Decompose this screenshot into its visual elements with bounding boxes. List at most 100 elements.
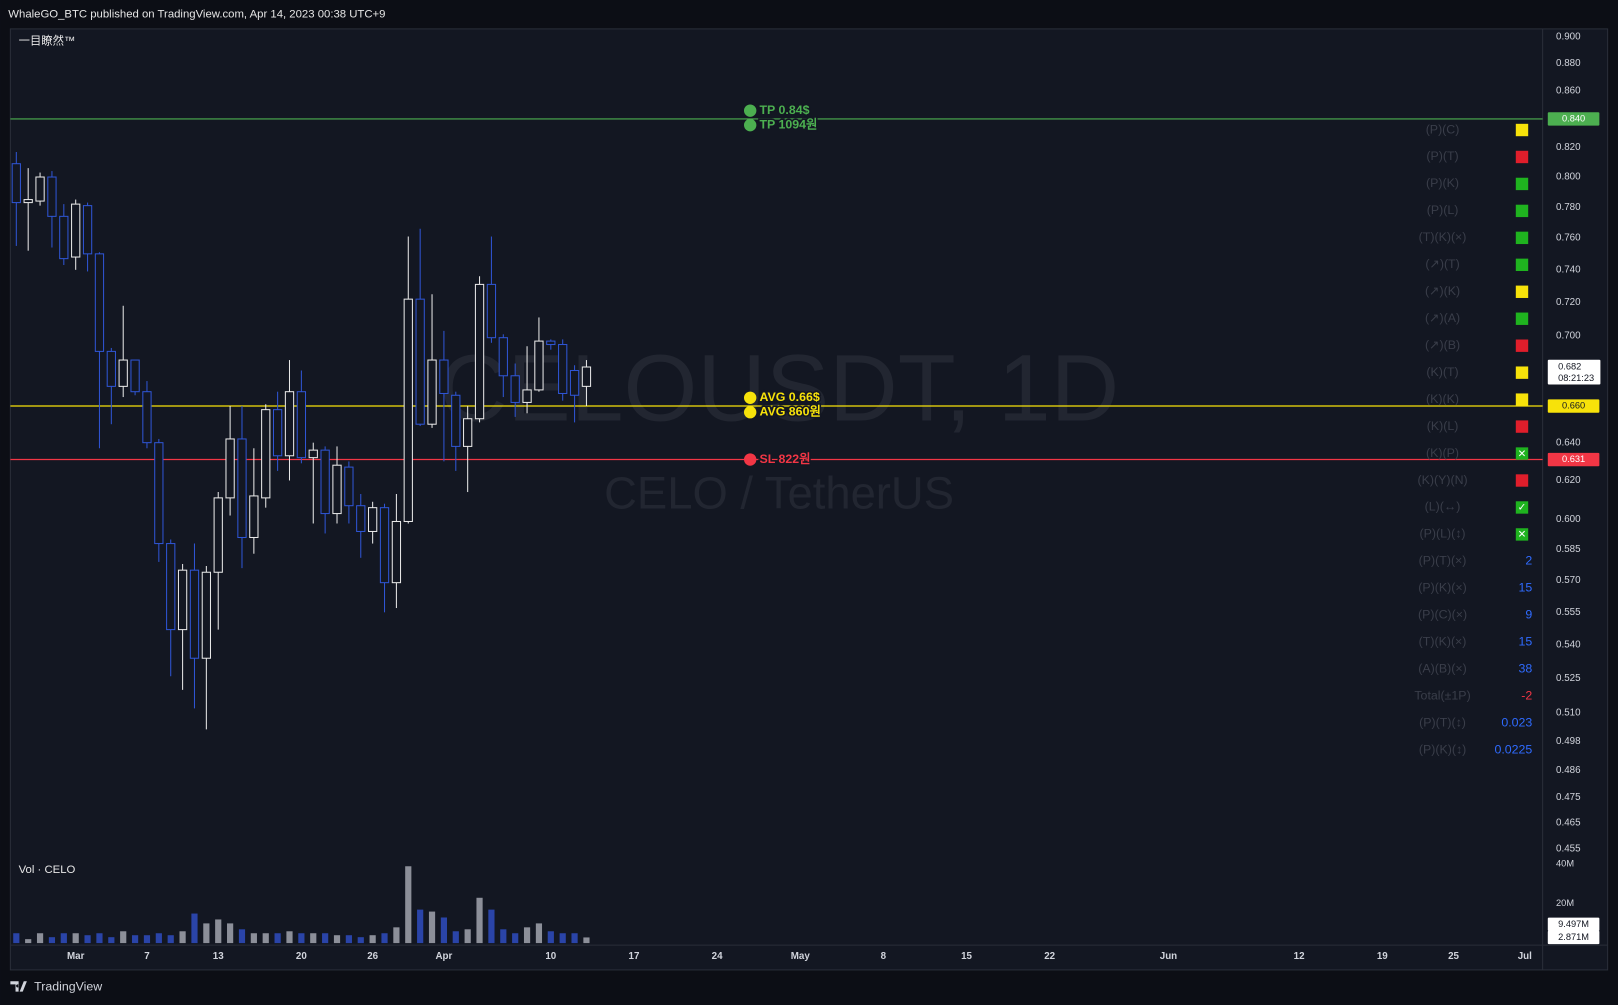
volume-bar (405, 866, 412, 944)
volume-bar (155, 933, 162, 944)
level-tag: 0.631 (1562, 454, 1585, 464)
volume-bar (238, 929, 246, 944)
candle-body (35, 176, 45, 202)
status-square (1515, 447, 1529, 460)
candle-body (296, 391, 307, 459)
watermark-symbol: CELOUSDT, 1D (439, 335, 1119, 441)
status-square (1515, 150, 1529, 164)
table-label: (K)(Y)(N) (1417, 473, 1467, 487)
candle-body (332, 464, 342, 515)
volume-bar (179, 931, 186, 944)
candle-body (498, 337, 508, 377)
volume-value-tag-bg (1547, 930, 1600, 945)
y-tick-label: 0.860 (1556, 86, 1581, 97)
candle-body (47, 176, 57, 217)
volume-bar (333, 935, 341, 944)
footer-brand: TradingView (34, 980, 102, 994)
volume-bar (440, 917, 448, 944)
candle-body (439, 359, 449, 394)
volume-bar (84, 935, 91, 944)
table-label: (P)(K)(↕) (1419, 742, 1466, 756)
x-tick-label: 22 (1044, 951, 1055, 962)
y-tick-label: 0.475 (1556, 792, 1581, 803)
status-square (1515, 285, 1529, 298)
status-square (1515, 258, 1529, 272)
level-dot (743, 118, 757, 132)
level-dot (743, 406, 757, 419)
table-label: (P)(K) (1426, 176, 1459, 190)
candle-body (451, 394, 461, 447)
y-tick-label: 0.760 (1556, 233, 1581, 244)
indicator-name: 一目瞭然™ (19, 33, 76, 47)
x-tick-label: 10 (545, 951, 556, 962)
countdown-label: 08:21:23 (1558, 373, 1594, 383)
volume-tick-label: 20M (1556, 898, 1574, 908)
table-label: (P)(K)(×) (1418, 581, 1466, 595)
status-mark: ✓ (1518, 503, 1527, 514)
status-square (1515, 123, 1529, 137)
status-square (1515, 177, 1529, 191)
y-tick-label: 0.498 (1556, 736, 1581, 747)
volume-bar (381, 933, 388, 944)
table-label: (K)(K) (1426, 392, 1459, 406)
volume-bar (96, 933, 103, 944)
volume-bar (393, 927, 400, 944)
candle-body (71, 203, 81, 258)
volume-bar (547, 931, 554, 944)
level-tag-bg (1547, 399, 1600, 413)
level-dot (743, 391, 757, 404)
tradingview-logo (10, 981, 27, 992)
table-label: (P)(T)(↕) (1419, 715, 1466, 729)
y-tick-label: 0.740 (1556, 264, 1581, 275)
x-tick-label: Jun (1160, 951, 1177, 962)
volume-bar (120, 931, 127, 944)
volume-bar (357, 937, 364, 944)
candle-body (82, 205, 93, 255)
table-label: (K)(L) (1427, 419, 1459, 433)
candle-body (344, 466, 354, 507)
y-tick-label: 0.570 (1556, 575, 1581, 586)
y-tick-label: 0.486 (1556, 765, 1581, 776)
level-text: SL 822원 (759, 452, 810, 466)
volume-ma-tag: 9.497M (1558, 919, 1589, 929)
candle-body (94, 253, 105, 352)
y-tick-label: 0.800 (1556, 172, 1581, 183)
x-tick-label: Jul (1518, 951, 1532, 962)
volume-value-tag: 2.871M (1558, 932, 1589, 942)
candle-body (261, 409, 271, 499)
x-tick-label: 19 (1377, 951, 1388, 962)
status-square (1515, 339, 1529, 352)
table-label: (P)(C) (1426, 122, 1460, 136)
level-text: TP 0.84$ (759, 103, 809, 117)
candle-body (403, 298, 413, 523)
y-tick-label: 0.525 (1556, 673, 1581, 684)
level-dot (743, 453, 757, 466)
volume-bar (227, 923, 234, 944)
table-label: (A)(B)(×) (1418, 662, 1466, 676)
table-value: 38 (1519, 662, 1533, 676)
candle-body (106, 350, 116, 387)
level-tag: 0.660 (1562, 400, 1585, 410)
y-tick-label: 0.700 (1556, 331, 1581, 342)
candle-body (23, 199, 33, 204)
volume-bar (476, 897, 483, 944)
y-tick-label: 0.720 (1556, 297, 1581, 308)
candle-body (213, 497, 223, 573)
candle-body (237, 438, 247, 539)
table-label: (T)(K)(×) (1419, 230, 1467, 244)
candle-body (546, 340, 556, 346)
x-tick-label: Apr (435, 951, 452, 962)
volume-bar (500, 929, 507, 944)
volume-tick-label: 40M (1556, 859, 1574, 869)
candle-body (189, 569, 200, 659)
status-mark: ✕ (1518, 449, 1527, 460)
candle-body (534, 340, 544, 391)
logo-icon (10, 981, 27, 992)
x-tick-label: 26 (367, 951, 378, 962)
candle-body (154, 442, 164, 545)
volume-bar (417, 909, 424, 944)
volume-bar (523, 927, 531, 944)
y-tick-label: 0.820 (1556, 142, 1581, 153)
volume-bar (512, 933, 519, 944)
